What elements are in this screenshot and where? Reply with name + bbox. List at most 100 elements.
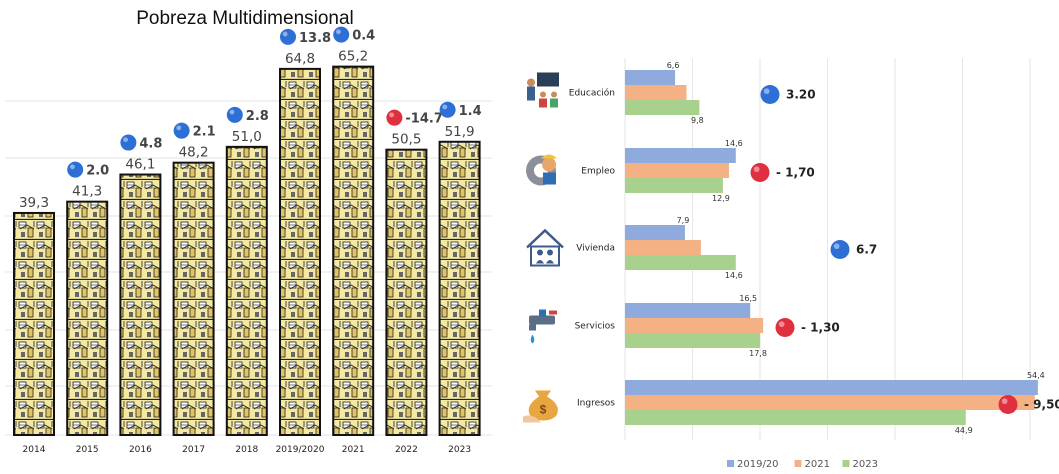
change-label: 6.7	[856, 243, 877, 257]
bar-Ingresos-2019/20	[625, 380, 1038, 395]
value-label: 65,2	[338, 49, 368, 65]
category-label: Educación	[569, 88, 615, 99]
change-icon	[120, 134, 137, 151]
change-labels: 2.0 4.8 2.1 2.8 13.8 0.4 -14.7 1.4	[67, 26, 482, 179]
change-label: 0.4	[352, 29, 375, 44]
pobreza-multidimensional-chart: Pobreza Multidimensional 39,3 41,3 46,1 48,…	[5, 8, 492, 455]
bar-value-label: 7,9	[677, 216, 690, 225]
category-labels: Educación Empleo Vivienda Servicios Ingresos	[569, 88, 616, 409]
value-labels: 39,3 41,3 46,1 48,2 51,0 64,8 65,2 50,5 51,9	[19, 49, 475, 211]
bar-value-label: 9,8	[691, 116, 704, 125]
bar-2022	[385, 148, 428, 437]
svg-text:$: $	[540, 403, 547, 417]
x-axis-ticks: 2014 2015 2016 2017 2018 2019/2020 2021 2022 202…	[23, 445, 472, 455]
change-labels: 3.20 - 1,70 6.7 - 1,30 - 9,50	[750, 85, 1059, 414]
bar-value-label: 12,9	[712, 194, 730, 203]
x-tick-label: 2015	[76, 445, 99, 455]
bar-value-label: 14,6	[725, 271, 743, 280]
value-label: 41,3	[72, 184, 102, 200]
employment-icon	[526, 154, 557, 186]
housing-icon	[526, 228, 564, 267]
bar-Servicios-2019/20	[625, 303, 751, 318]
change-label: 4.8	[139, 137, 162, 152]
bar-2016	[119, 173, 162, 436]
change-icon	[386, 109, 403, 126]
money-bag-icon: $	[523, 390, 558, 423]
legend-item: 2023	[842, 459, 878, 470]
bar-2019/2020	[279, 67, 321, 436]
value-label: 39,3	[19, 195, 49, 211]
bars	[625, 70, 1038, 425]
bar-2015	[66, 200, 109, 436]
value-label: 48,2	[179, 145, 209, 161]
change-icon	[280, 28, 296, 45]
legend-item: 2019/20	[727, 459, 779, 470]
x-tick-label: 2019/2020	[276, 445, 325, 455]
bar-Educación-2021	[625, 85, 687, 100]
x-tick-label: 2016	[129, 445, 152, 455]
category-label: Servicios	[575, 322, 616, 332]
bar-2018	[225, 145, 268, 436]
bar-value-label: 6,6	[667, 61, 680, 70]
svg-text:2021: 2021	[805, 459, 830, 470]
bar-2023	[438, 140, 481, 436]
water-tap-icon	[529, 309, 557, 344]
bar-Educación-2023	[625, 100, 700, 115]
change-label: 2.0	[86, 164, 109, 179]
education-icon	[527, 72, 559, 108]
bar-Empleo-2021	[625, 163, 729, 178]
x-tick-label: 2018	[235, 445, 258, 455]
change-icon	[998, 395, 1018, 414]
bar-value-label: 16,5	[739, 294, 757, 303]
x-tick-label: 2023	[448, 445, 471, 455]
change-label: 3.20	[786, 88, 816, 102]
legend-item: 2021	[794, 459, 830, 470]
bars	[13, 65, 481, 437]
bar-Empleo-2019/20	[625, 148, 736, 163]
bar-2017	[172, 161, 215, 436]
bar-Ingresos-2021	[625, 395, 1035, 410]
change-label: - 1,30	[801, 321, 840, 335]
change-icon	[439, 101, 456, 118]
change-icon	[775, 318, 795, 337]
category-icons: $	[523, 72, 564, 423]
change-label: -14.7	[405, 112, 442, 127]
change-icon	[67, 161, 84, 178]
legend: 2019/20 2021 2023	[727, 459, 878, 470]
bar-Servicios-2021	[625, 318, 764, 333]
bar-Educación-2019/20	[625, 70, 676, 85]
bar-Vivienda-2021	[625, 240, 701, 255]
change-label: 2.8	[246, 109, 269, 124]
bar-2014	[13, 211, 55, 436]
bar-value-label: 54,4	[1027, 371, 1045, 380]
category-label: Empleo	[581, 167, 615, 177]
bar-value-label: 44,9	[955, 426, 973, 435]
bar-value-labels: 6,6 9,8 14,6 12,9 7,9 14,6 16,5 17,8 54,4 44,9	[667, 61, 1045, 435]
change-label: 1.4	[459, 104, 482, 119]
change-label: - 9,50	[1024, 398, 1059, 412]
dimensiones-chart: $ Educación Empleo Vivienda Servicios Ingres…	[523, 58, 1059, 470]
change-label: 13.8	[299, 31, 331, 46]
value-label: 50,5	[391, 132, 421, 148]
bar-Empleo-2023	[625, 178, 723, 193]
change-icon	[830, 240, 850, 259]
change-label: - 1,70	[776, 166, 815, 180]
change-label: 2.1	[193, 125, 216, 140]
bar-Ingresos-2023	[625, 410, 966, 425]
x-tick-label: 2021	[342, 445, 365, 455]
bar-Vivienda-2019/20	[625, 225, 685, 240]
bar-value-label: 14,6	[725, 139, 743, 148]
svg-text:2019/20: 2019/20	[737, 459, 779, 470]
change-icon	[226, 106, 243, 123]
bar-Vivienda-2023	[625, 255, 736, 270]
value-label: 46,1	[125, 157, 155, 173]
bar-2021	[332, 65, 375, 437]
x-tick-label: 2022	[395, 445, 418, 455]
category-label: Vivienda	[576, 244, 615, 254]
x-tick-label: 2014	[23, 445, 46, 455]
change-icon	[760, 85, 780, 104]
value-label: 64,8	[285, 51, 315, 67]
svg-text:2023: 2023	[853, 459, 878, 470]
change-icon	[173, 122, 190, 139]
value-label: 51,0	[232, 129, 262, 145]
